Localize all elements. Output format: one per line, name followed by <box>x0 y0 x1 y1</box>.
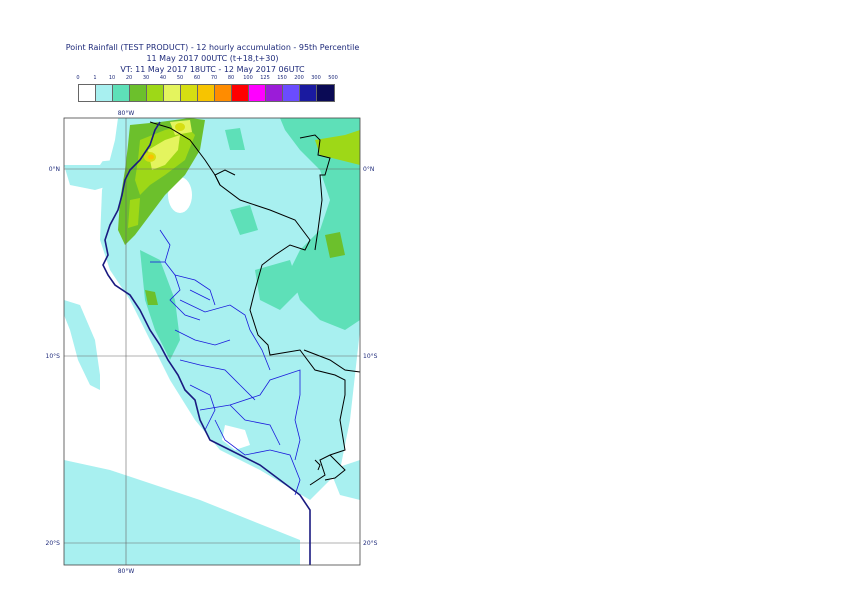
legend-swatch <box>113 85 130 101</box>
lat-label-20-right: 20°S <box>363 540 378 547</box>
legend-label: 100 <box>243 75 253 81</box>
legend-label: 0 <box>76 75 80 81</box>
rain-area-moderate-east <box>280 118 360 330</box>
legend-label: 70 <box>210 75 218 81</box>
rain-area-bolivia <box>330 460 360 500</box>
rain-cell <box>230 205 258 235</box>
ocean-rain-patch <box>64 300 100 390</box>
region-boundaries <box>150 229 301 496</box>
lat-label-10-right: 10°S <box>363 353 378 360</box>
map-frame <box>63 117 361 566</box>
legend-swatch <box>300 85 317 101</box>
legend-swatch <box>164 85 181 101</box>
legend-swatch <box>232 85 249 101</box>
legend-swatch <box>96 85 113 101</box>
legend-swatch <box>283 85 300 101</box>
rain-area-moderate <box>255 260 300 310</box>
lon-label-bottom: 80°W <box>118 568 135 575</box>
color-legend <box>78 84 335 102</box>
legend-swatch <box>249 85 266 101</box>
rain-cell-green <box>325 232 345 258</box>
map-title-block: Point Rainfall (TEST PRODUCT) - 12 hourl… <box>0 42 425 75</box>
rain-cell-green <box>145 290 158 305</box>
legend-label: 200 <box>294 75 304 81</box>
legend-swatch <box>79 85 96 101</box>
dry-ocean-central <box>64 330 150 460</box>
legend-label: 50 <box>176 75 184 81</box>
dry-spot-south <box>222 425 250 450</box>
legend-label: 20 <box>125 75 133 81</box>
rain-core-50-60 <box>175 123 185 131</box>
rain-cell <box>225 128 245 150</box>
validity-time: VT: 11 May 2017 18UTC - 12 May 2017 06UT… <box>120 65 305 74</box>
legend-swatch <box>215 85 232 101</box>
lat-label-0-right: 0°N <box>363 166 374 173</box>
legend-swatch <box>198 85 215 101</box>
rain-core-30-40 <box>128 198 140 228</box>
dry-area-nw <box>64 118 118 165</box>
model-run-time: 11 May 2017 00UTC (t+18,t+30) <box>146 54 279 63</box>
lon-label-top: 80°W <box>118 110 135 117</box>
country-borders <box>149 121 361 486</box>
legend-label: 500 <box>328 75 338 81</box>
legend-swatch <box>266 85 283 101</box>
lat-label-0-left: 0°N <box>49 166 60 173</box>
legend-labels: 0 1 10 20 30 40 50 60 70 80 100 125 150 200 300 500 <box>76 75 348 85</box>
lat-label-20-left: 20°S <box>46 540 61 547</box>
legend-label: 40 <box>159 75 167 81</box>
dry-ocean <box>64 200 105 260</box>
legend-label: 10 <box>108 75 116 81</box>
ocean-rain-patch-north <box>64 160 115 190</box>
legend-swatch <box>130 85 147 101</box>
rain-area-moderate-andes <box>140 250 180 360</box>
legend-label: 1 <box>93 75 97 81</box>
dry-area-se <box>300 500 360 565</box>
legend-label: 60 <box>193 75 201 81</box>
legend-label: 125 <box>260 75 270 81</box>
coastline <box>102 121 311 565</box>
ocean-rain-patch-south <box>64 460 300 565</box>
legend-swatch <box>147 85 164 101</box>
legend-label: 80 <box>227 75 235 81</box>
legend-swatch <box>317 85 334 101</box>
map-title: Point Rainfall (TEST PRODUCT) - 12 hourl… <box>65 43 360 52</box>
rain-core-40-50 <box>148 135 180 170</box>
legend-swatch <box>181 85 198 101</box>
legend-label: 30 <box>142 75 150 81</box>
rain-area-heavy-ne <box>315 130 360 165</box>
lat-label-10-left: 10°S <box>46 353 61 360</box>
legend-label: 300 <box>311 75 321 81</box>
legend-label: 150 <box>277 75 287 81</box>
rain-area-light <box>100 118 360 500</box>
rain-core-60-70 <box>148 154 154 160</box>
